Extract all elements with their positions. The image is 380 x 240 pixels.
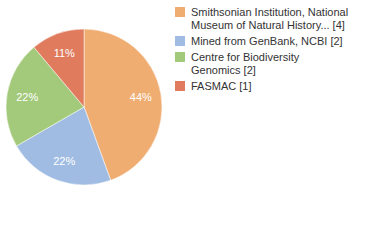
legend-swatch bbox=[175, 7, 185, 17]
data-label: 22% bbox=[16, 91, 38, 103]
legend-label: Smithsonian Institution, NationalMuseum … bbox=[191, 6, 348, 31]
legend-label: Mined from GenBank, NCBI [2] bbox=[191, 35, 343, 47]
legend-label: FASMAC [1] bbox=[191, 80, 252, 92]
data-label: 22% bbox=[53, 155, 75, 167]
data-label: 44% bbox=[130, 91, 152, 103]
data-labels: 44% 22% 22% 11% bbox=[16, 47, 152, 167]
chart: 44% 22% 22% 11% Smithsonian Institution, Nat… bbox=[0, 0, 380, 240]
legend-swatch bbox=[175, 52, 185, 62]
chart-container: 44% 22% 22% 11% Smithsonian Institution, Nat… bbox=[0, 0, 380, 240]
data-label: 11% bbox=[54, 47, 75, 59]
legend-swatch bbox=[175, 81, 185, 91]
legend-swatch bbox=[175, 36, 185, 46]
legend-label: Centre for BiodiversityGenomics [2] bbox=[191, 51, 300, 76]
slices bbox=[6, 29, 162, 185]
legend: Smithsonian Institution, NationalMuseum … bbox=[175, 6, 348, 92]
pie-slice bbox=[34, 29, 84, 107]
